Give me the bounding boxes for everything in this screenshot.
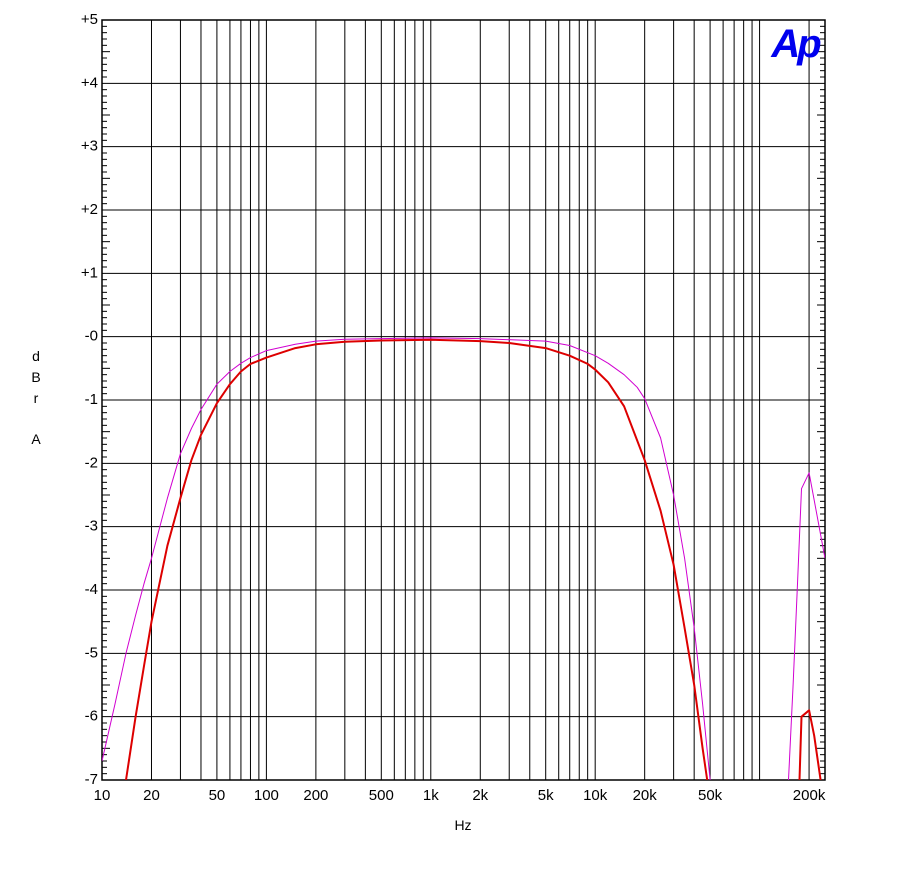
series-line-1 bbox=[125, 338, 709, 780]
x-tick-label: 2k bbox=[472, 787, 488, 804]
y-axis-label-char: r bbox=[34, 390, 39, 406]
y-tick-label: -6 bbox=[85, 708, 98, 725]
y-tick-label: +4 bbox=[81, 74, 98, 91]
x-tick-label: 50 bbox=[209, 787, 226, 804]
x-tick-label: 500 bbox=[369, 787, 394, 804]
y-axis-label-char: B bbox=[31, 369, 40, 385]
x-tick-label: 200k bbox=[793, 787, 826, 804]
x-tick-label: 20 bbox=[143, 787, 160, 804]
x-tick-label: 100 bbox=[254, 787, 279, 804]
y-tick-label: -0 bbox=[85, 328, 98, 345]
y-axis-label: dBr A bbox=[31, 348, 41, 447]
x-tick-label: 10k bbox=[583, 787, 608, 804]
grid bbox=[101, 19, 826, 781]
curves bbox=[102, 337, 825, 780]
y-tick-label: +2 bbox=[81, 201, 98, 218]
y-tick-label: -4 bbox=[85, 581, 98, 598]
series-line-3 bbox=[102, 337, 711, 780]
x-tick-label: 5k bbox=[538, 787, 554, 804]
y-tick-label: +5 bbox=[81, 11, 98, 28]
x-tick-label: 50k bbox=[698, 787, 723, 804]
y-tick-label: -7 bbox=[85, 771, 98, 788]
y-tick-label: -2 bbox=[85, 454, 98, 471]
y-axis-label-char: d bbox=[32, 348, 40, 364]
x-tick-labels: 10 20 50 100 200 500 1k 2k 5k 10k 20k 50k 200k bbox=[94, 787, 826, 804]
y-axis-label-char: A bbox=[31, 431, 41, 447]
y-tick-label: +3 bbox=[81, 138, 98, 155]
y-tick-label: -5 bbox=[85, 644, 98, 661]
ap-logo: Ap bbox=[770, 22, 824, 66]
y-tick-label: -3 bbox=[85, 518, 98, 535]
y-tick-label: +1 bbox=[81, 264, 98, 281]
x-axis-label: Hz bbox=[454, 817, 471, 833]
y-tick-labels: +5 +4 +3 +2 +1 -0 -1 -2 -3 -4 -5 -6 -7 bbox=[81, 11, 98, 788]
ap-logo-text: Ap bbox=[770, 22, 821, 66]
x-tick-label: 10 bbox=[94, 787, 111, 804]
series-line-2 bbox=[798, 709, 822, 780]
y-tick-label: -1 bbox=[85, 391, 98, 408]
x-tick-label: 20k bbox=[633, 787, 658, 804]
plot-frame bbox=[101, 19, 826, 781]
x-tick-label: 1k bbox=[423, 787, 439, 804]
x-tick-label: 200 bbox=[303, 787, 328, 804]
series-line-4 bbox=[788, 472, 825, 780]
